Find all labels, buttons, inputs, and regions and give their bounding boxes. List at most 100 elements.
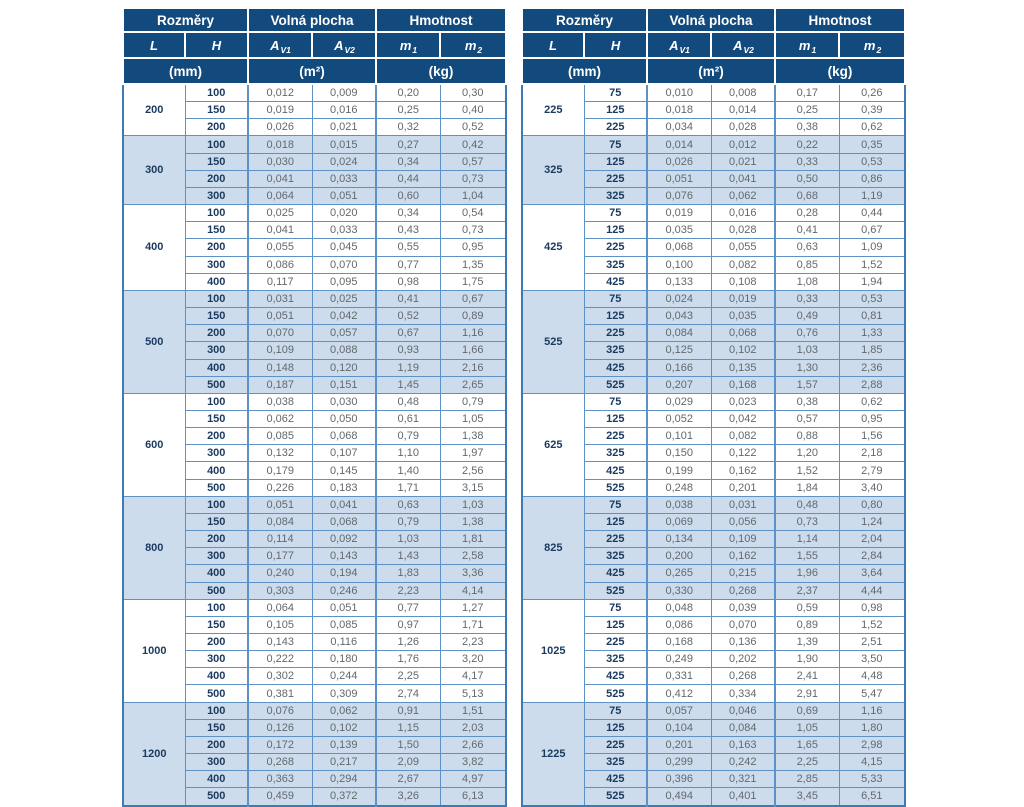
table-row: 225 0,101 0,082 0,88 1,56: [522, 427, 906, 446]
value-cell: 0,100: [646, 255, 712, 274]
value-cell: 1,45: [375, 375, 441, 394]
unit-header-2: (kg): [375, 57, 508, 85]
value-cell: 1,16: [439, 324, 507, 343]
value-cell: 0,79: [375, 427, 441, 446]
table-row: 150 0,084 0,068 0,79 1,38: [123, 512, 507, 532]
value-cell: 0,010: [646, 83, 712, 103]
value-cell: 1,55: [774, 547, 840, 566]
value-cell: 0,95: [439, 238, 507, 257]
value-cell: 0,459: [247, 787, 313, 807]
value-cell: 0,401: [710, 787, 776, 807]
value-cell: 2,23: [375, 581, 441, 600]
value-cell: 1,83: [375, 564, 441, 583]
value-cell: 2,85: [774, 770, 840, 789]
h-value-cell: 425: [583, 461, 648, 480]
value-cell: 0,98: [838, 598, 906, 617]
value-cell: 0,200: [646, 547, 712, 566]
table-row: 225 0,201 0,163 1,65 2,98: [522, 735, 906, 755]
h-value-cell: 200: [184, 118, 249, 137]
value-cell: 0,105: [247, 615, 313, 635]
value-cell: 0,52: [439, 118, 507, 137]
value-cell: 2,74: [375, 684, 441, 703]
value-cell: 3,36: [439, 564, 507, 583]
h-value-cell: 400: [184, 667, 249, 686]
value-cell: 0,93: [375, 341, 441, 360]
value-cell: 0,73: [439, 169, 507, 188]
value-cell: 0,48: [774, 495, 840, 514]
value-cell: 0,33: [774, 289, 840, 309]
value-cell: 2,41: [774, 667, 840, 686]
column-header-3: AV2: [310, 31, 378, 59]
table-row: 525 0,330 0,268 2,37 4,44: [522, 581, 906, 600]
value-cell: 0,062: [247, 409, 313, 429]
value-cell: 0,143: [247, 632, 313, 652]
table-row: 200 0,085 0,068 0,79 1,38: [123, 427, 507, 446]
value-cell: 0,62: [838, 118, 906, 137]
unit-header-1: (m²): [246, 57, 378, 85]
table-row: 400 0,117 0,095 0,98 1,75: [123, 272, 507, 291]
h-value-cell: 300: [184, 547, 249, 566]
value-cell: 0,57: [774, 409, 840, 429]
value-cell: 1,03: [774, 341, 840, 360]
h-value-cell: 100: [184, 289, 249, 309]
value-cell: 0,88: [774, 427, 840, 446]
value-cell: 0,80: [838, 495, 906, 514]
column-header-4: m1: [375, 31, 442, 59]
table-row: 500 0,381 0,309 2,74 5,13: [123, 684, 507, 703]
value-cell: 0,057: [646, 701, 712, 720]
table-row: 825 75 0,038 0,031 0,48 0,80: [521, 495, 906, 600]
value-cell: 2,67: [375, 770, 441, 789]
value-cell: 0,134: [646, 530, 712, 549]
value-cell: 2,65: [439, 375, 507, 394]
value-cell: 0,77: [375, 598, 441, 617]
value-cell: 0,151: [311, 375, 377, 394]
h-value-cell: 100: [184, 83, 249, 103]
h-value-cell: 325: [583, 255, 648, 274]
value-cell: 1,51: [439, 701, 507, 720]
value-cell: 0,59: [774, 598, 840, 617]
table-row: 125 0,086 0,070 0,89 1,52: [522, 615, 906, 635]
h-value-cell: 125: [583, 101, 648, 120]
value-cell: 4,97: [439, 770, 507, 789]
value-cell: 0,41: [774, 221, 840, 240]
value-cell: 0,73: [439, 221, 507, 240]
value-cell: 1,16: [838, 701, 906, 720]
h-value-cell: 425: [583, 667, 648, 686]
table-row: 150 0,041 0,033 0,43 0,73: [123, 221, 507, 240]
h-value-cell: 525: [583, 787, 648, 807]
value-cell: 0,166: [646, 358, 712, 377]
value-cell: 3,50: [838, 650, 906, 669]
value-cell: 0,25: [375, 101, 441, 120]
h-value-cell: 125: [583, 221, 648, 240]
value-cell: 2,16: [439, 358, 507, 377]
value-cell: 0,77: [375, 255, 441, 274]
value-cell: 0,057: [311, 324, 377, 343]
value-cell: 0,015: [311, 135, 377, 154]
unit-header-0: (mm): [521, 57, 649, 85]
value-cell: 1,56: [838, 427, 906, 446]
value-cell: 0,024: [311, 152, 377, 171]
value-cell: 0,026: [646, 152, 712, 171]
value-cell: 0,107: [311, 444, 377, 463]
value-cell: 0,031: [247, 289, 313, 309]
value-cell: 3,45: [774, 787, 840, 807]
value-cell: 2,36: [838, 358, 906, 377]
value-cell: 0,064: [247, 598, 313, 617]
value-cell: 0,025: [311, 289, 377, 309]
l-value-cell: 1000: [122, 598, 186, 703]
table-row: 400 0,240 0,194 1,83 3,36: [123, 564, 507, 583]
value-cell: 0,81: [838, 307, 906, 326]
table-row: 200 0,143 0,116 1,26 2,23: [123, 632, 507, 652]
h-value-cell: 300: [184, 444, 249, 463]
h-value-cell: 125: [583, 718, 648, 737]
h-value-cell: 75: [583, 204, 648, 223]
table-row: 425 0,265 0,215 1,96 3,64: [522, 564, 906, 583]
h-value-cell: 300: [184, 186, 249, 206]
value-cell: 0,54: [439, 204, 507, 223]
table-row: 325 0,150 0,122 1,20 2,18: [522, 444, 906, 463]
value-cell: 0,396: [646, 770, 712, 789]
value-cell: 3,40: [838, 478, 906, 497]
value-cell: 0,268: [710, 581, 776, 600]
value-cell: 0,39: [838, 101, 906, 120]
table-row: 325 75 0,014 0,012 0,22 0,35: [521, 135, 906, 206]
